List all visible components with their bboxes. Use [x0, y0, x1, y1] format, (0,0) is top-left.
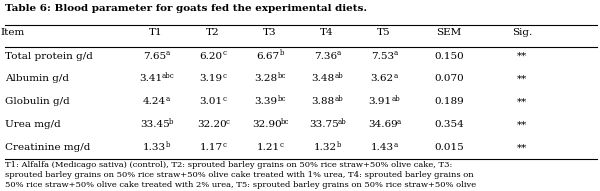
Text: Globulin g/d: Globulin g/d	[5, 97, 70, 106]
Text: 6.20: 6.20	[200, 52, 223, 61]
Text: **: **	[517, 74, 527, 83]
Text: 3.19: 3.19	[200, 74, 223, 83]
Text: 3.28: 3.28	[255, 74, 278, 83]
Text: a: a	[394, 72, 398, 80]
Text: ab: ab	[335, 72, 343, 80]
Text: 33.45: 33.45	[140, 120, 170, 129]
Text: T2: T2	[206, 28, 220, 37]
Text: a: a	[394, 141, 398, 149]
Text: 7.53: 7.53	[371, 52, 394, 61]
Text: 6.67: 6.67	[257, 52, 280, 61]
Text: b: b	[166, 141, 170, 149]
Text: a: a	[337, 49, 341, 57]
Text: 0.189: 0.189	[434, 97, 464, 106]
Text: 3.91: 3.91	[369, 97, 392, 106]
Text: T5: T5	[377, 28, 391, 37]
Text: ab: ab	[392, 95, 400, 103]
Text: c: c	[223, 72, 227, 80]
Text: **: **	[517, 143, 527, 152]
Text: bc: bc	[281, 118, 289, 126]
Text: 33.75: 33.75	[309, 120, 338, 129]
Text: 7.65: 7.65	[143, 52, 166, 61]
Text: a: a	[397, 118, 401, 126]
Text: Creatinine mg/d: Creatinine mg/d	[5, 143, 91, 152]
Text: 3.88: 3.88	[312, 97, 335, 106]
Text: **: **	[517, 97, 527, 106]
Text: 3.62: 3.62	[371, 74, 394, 83]
Text: 0.070: 0.070	[434, 74, 464, 83]
Text: c: c	[223, 95, 227, 103]
Text: Sig.: Sig.	[512, 28, 532, 37]
Text: Albumin g/d: Albumin g/d	[5, 74, 70, 83]
Text: Total protein g/d: Total protein g/d	[5, 52, 93, 61]
Text: Item: Item	[1, 28, 25, 37]
Text: ab: ab	[335, 95, 343, 103]
Text: 3.39: 3.39	[255, 97, 278, 106]
Text: T1: T1	[149, 28, 163, 37]
Text: 1.21: 1.21	[257, 143, 280, 152]
Text: bc: bc	[278, 95, 286, 103]
Text: 3.41: 3.41	[139, 74, 162, 83]
Text: **: **	[517, 52, 527, 61]
Text: T3: T3	[263, 28, 277, 37]
Text: c: c	[280, 141, 284, 149]
Text: b: b	[337, 141, 341, 149]
Text: 1.32: 1.32	[314, 143, 337, 152]
Text: 32.90: 32.90	[252, 120, 281, 129]
Text: 0.150: 0.150	[434, 52, 464, 61]
Text: Urea mg/d: Urea mg/d	[5, 120, 61, 129]
Text: 32.20: 32.20	[197, 120, 227, 129]
Text: c: c	[226, 118, 229, 126]
Text: c: c	[223, 141, 227, 149]
Text: 7.36: 7.36	[314, 52, 337, 61]
Text: 1.33: 1.33	[143, 143, 166, 152]
Text: bc: bc	[278, 72, 286, 80]
Text: 0.354: 0.354	[434, 120, 464, 129]
Text: a: a	[166, 95, 170, 103]
Text: 3.48: 3.48	[312, 74, 335, 83]
Text: a: a	[166, 49, 170, 57]
Text: **: **	[517, 120, 527, 129]
Text: 1.43: 1.43	[371, 143, 394, 152]
Text: b: b	[169, 118, 173, 126]
Text: a: a	[394, 49, 398, 57]
Text: abc: abc	[162, 72, 175, 80]
Text: c: c	[223, 49, 227, 57]
Text: Table 6: Blood parameter for goats fed the experimental diets.: Table 6: Blood parameter for goats fed t…	[5, 4, 367, 13]
Text: 34.69: 34.69	[368, 120, 398, 129]
Text: 4.24: 4.24	[143, 97, 166, 106]
Text: 0.015: 0.015	[434, 143, 464, 152]
Text: T1: Alfalfa (Medicago sativa) (control), T2: sprouted barley grains on 50% rice : T1: Alfalfa (Medicago sativa) (control),…	[5, 161, 476, 191]
Text: T4: T4	[320, 28, 334, 37]
Text: ab: ab	[338, 118, 346, 126]
Text: 3.01: 3.01	[200, 97, 223, 106]
Text: 1.17: 1.17	[200, 143, 223, 152]
Text: SEM: SEM	[436, 28, 461, 37]
Text: b: b	[280, 49, 284, 57]
